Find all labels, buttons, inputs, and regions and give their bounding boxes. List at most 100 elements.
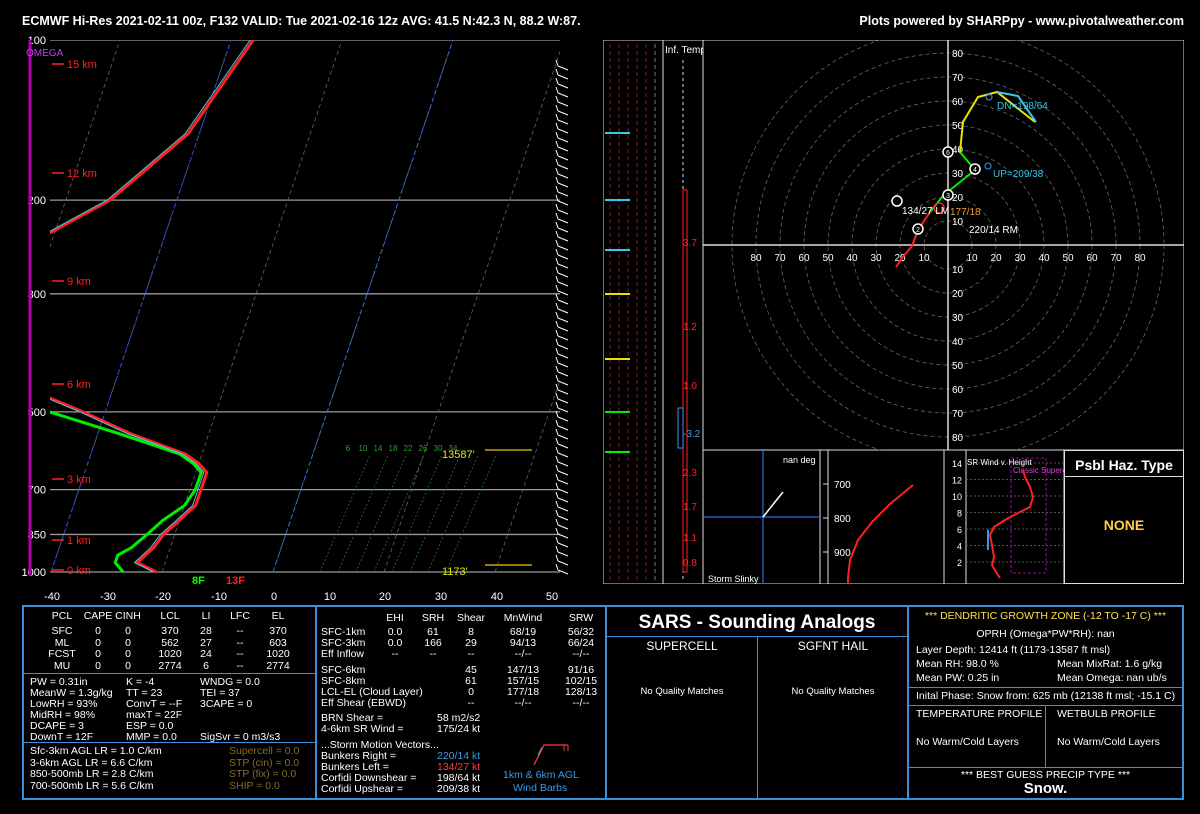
wind-barb <box>557 344 569 350</box>
wind-barb-flag <box>555 338 559 346</box>
index-value: ESP = 0.0 <box>126 720 174 732</box>
hodo-ring-label: 40 <box>846 253 858 264</box>
wind-barb <box>557 443 569 449</box>
mixing-ratio-line <box>319 454 371 573</box>
kinematic-cell: --/-- <box>514 697 532 709</box>
inferred-temp-column: Inf. Temp. 3.7 1.2 1.0 -3.2 2.3 1.7 1.1 0.8 <box>603 40 703 584</box>
kinematic-cell: 0 <box>468 686 474 698</box>
sars-hail-text: No Quality Matches <box>791 686 875 697</box>
wind-barb <box>557 83 569 89</box>
wind-barb <box>557 191 569 197</box>
wind-barb <box>557 317 569 323</box>
parcel-cell: 0 <box>125 648 131 660</box>
brn-shear-value: 58 m2/s2 <box>437 712 481 724</box>
wind-barb <box>557 92 569 98</box>
mixing-ratio-label: 14 <box>374 444 383 453</box>
wind-barb-flag <box>555 392 559 400</box>
dgz-mean-pw: Mean PW: 0.25 in <box>916 672 1000 684</box>
dewpoint-point <box>179 453 181 455</box>
wind-barb-flag <box>555 302 559 310</box>
hodo-ring-label: 40 <box>952 337 964 348</box>
wind-barb-flag <box>555 59 559 67</box>
wind-barb-flag <box>555 329 559 337</box>
hodo-ring-label: 80 <box>952 433 964 444</box>
kinematic-row-label: SFC-8km <box>321 675 366 687</box>
index-value: PW = 0.31in <box>30 676 88 688</box>
kinematic-cell: 128/13 <box>564 686 598 698</box>
mixing-ratio-line <box>427 454 479 573</box>
wind-barb <box>557 434 569 440</box>
hodo-ring-label: 20 <box>952 193 964 204</box>
lapse-rate: Sfc-3km AGL LR = 1.0 C/km <box>30 745 162 757</box>
temp-tick: 10 <box>324 591 336 603</box>
kinematic-row-label: Eff Shear (EBWD) <box>321 697 406 709</box>
wind-barb-flag <box>555 185 559 193</box>
wind-barb <box>557 362 569 368</box>
index-value: DownT = 12F <box>30 731 94 743</box>
temp-tick: 0 <box>271 591 277 603</box>
parcel-cell: 370 <box>161 625 179 637</box>
dewpoint-point <box>192 462 194 464</box>
storm-slinky: nan deg Storm Slinky <box>703 450 820 584</box>
composite-index: STP (fix) = 0.0 <box>229 768 297 780</box>
srw-height-label: 8 <box>957 509 962 519</box>
wind-barb-flag <box>555 203 559 211</box>
wind-barb <box>557 119 569 125</box>
hodo-ring-label: 60 <box>1086 253 1098 264</box>
parcel-cell: -- <box>236 625 244 637</box>
wind-barb <box>557 74 569 80</box>
temperature-point <box>144 554 146 556</box>
hodo-ring-label: 50 <box>952 361 964 372</box>
brn-shear-label: BRN Shear = <box>321 712 384 724</box>
wind-barb <box>557 407 569 413</box>
parcel-cell: 28 <box>200 625 212 637</box>
temperature-point <box>155 571 157 573</box>
dgz-top-label: 13587' <box>442 449 475 461</box>
mixing-ratio-line <box>391 454 443 573</box>
wind-barb-flag <box>555 410 559 418</box>
mixing-ratio-label: 34 <box>449 444 458 453</box>
parcel-cell: 2774 <box>266 659 290 672</box>
corfidi-up-marker <box>984 162 992 170</box>
wind-barb <box>557 218 569 224</box>
temperature-point <box>178 519 180 521</box>
hodo-ring-label: 60 <box>952 385 964 396</box>
wind-barb <box>557 335 569 341</box>
barbs-caption-2: Wind Barbs <box>513 782 568 794</box>
index-value: SigSvr = 0 m3/s3 <box>200 731 281 743</box>
parcel-header: LI <box>201 610 211 622</box>
parcel-header: CAPE <box>83 610 113 622</box>
kinematic-pane: EHI SRH Shear MnWind SRW SFC-1km 0.0 61 8 68/19 56… <box>317 607 607 798</box>
wind-barb <box>557 110 569 116</box>
dgz-initial-phase: Inital Phase: Snow from: 625 mb (12138 f… <box>916 690 1176 702</box>
sr-46km-value: 175/24 kt <box>437 723 481 735</box>
hodo-ring-label: 50 <box>952 121 964 132</box>
srw-height-label: 6 <box>957 525 962 535</box>
kinematic-cell: 177/18 <box>506 686 540 698</box>
wind-barb <box>557 182 569 188</box>
hodo-km-label: 6 <box>946 150 950 157</box>
sars-hail-title: SGFNT HAIL <box>797 639 869 653</box>
inferred-temp-value: 3.7 <box>683 238 697 249</box>
hodo-ring-label: 70 <box>952 409 964 420</box>
wind-barb <box>557 326 569 332</box>
dewpoint-point <box>119 433 121 435</box>
parcel-cell: 1020 <box>266 648 290 660</box>
parcel-cell: 2774 <box>158 659 182 672</box>
hodo-km-label: 2 <box>916 227 920 234</box>
temperature-trace <box>50 40 255 574</box>
sars-supercell-title: SUPERCELL <box>646 639 718 653</box>
hazard-panel: Psbl Haz. Type NONE <box>1064 450 1184 584</box>
storm-motion-value: 134/27 kt <box>437 761 481 773</box>
wind-barb-flag <box>555 509 559 517</box>
temperature-point <box>200 489 202 491</box>
sars-supercell-text: No Quality Matches <box>640 686 724 697</box>
wind-barb <box>557 515 569 521</box>
temp-tick: 40 <box>491 591 503 603</box>
index-value: 3CAPE = 0 <box>200 698 253 710</box>
parcel-cell: 603 <box>269 636 287 649</box>
dewpoint-point <box>122 571 124 573</box>
wind-barb <box>557 164 569 170</box>
storm-motion-label: Bunkers Left = <box>321 761 389 773</box>
parcel-cell: 0 <box>95 625 101 637</box>
